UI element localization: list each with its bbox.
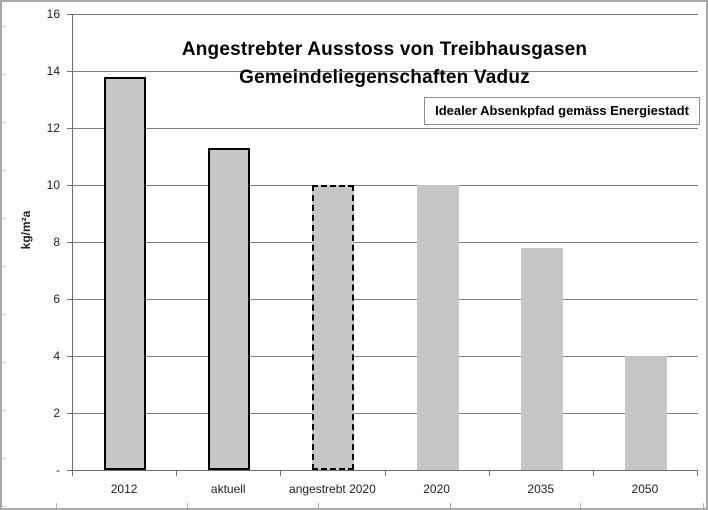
edge-tick bbox=[2, 218, 6, 219]
y-axis-tick bbox=[67, 299, 73, 300]
x-axis-tick bbox=[72, 471, 73, 476]
edge-tick bbox=[2, 170, 6, 171]
gridline bbox=[73, 185, 698, 186]
bar-angestrebt-2020 bbox=[312, 185, 355, 470]
y-tick-label: 6 bbox=[53, 292, 60, 306]
bar-2020 bbox=[416, 185, 459, 470]
x-tick-label: 2020 bbox=[423, 482, 450, 496]
x-axis-tick bbox=[488, 471, 490, 476]
edge-tick bbox=[56, 503, 57, 508]
y-tick-label: 10 bbox=[46, 178, 60, 192]
x-tick-label: aktuell bbox=[210, 482, 246, 496]
y-axis-tick bbox=[67, 128, 73, 129]
bar-2012 bbox=[104, 76, 147, 470]
y-tick-label: 16 bbox=[46, 7, 60, 21]
edge-tick bbox=[2, 362, 6, 363]
y-tick-label: - bbox=[56, 463, 60, 477]
bar-2035 bbox=[520, 247, 563, 470]
y-tick-label: 2 bbox=[53, 406, 60, 420]
y-axis-tick bbox=[67, 14, 73, 15]
gridline bbox=[73, 128, 698, 129]
plot-area bbox=[72, 14, 698, 471]
edge-tick bbox=[2, 74, 6, 75]
x-axis-tick bbox=[384, 471, 386, 476]
edge-tick bbox=[2, 410, 6, 411]
edge-tick bbox=[450, 503, 451, 508]
gridline bbox=[73, 71, 698, 72]
y-tick-label: 12 bbox=[46, 121, 60, 135]
y-axis-tick bbox=[67, 470, 73, 471]
y-tick-label: 14 bbox=[46, 64, 60, 78]
y-tick-label: 4 bbox=[53, 349, 60, 363]
gridline bbox=[73, 299, 698, 300]
edge-tick bbox=[187, 503, 188, 508]
y-axis-tick bbox=[67, 242, 73, 243]
gridline bbox=[73, 14, 698, 15]
x-tick-label: 2012 bbox=[110, 482, 138, 496]
x-tick-label: 2050 bbox=[631, 482, 659, 496]
edge-tick bbox=[703, 503, 704, 508]
x-tick-label: angestrebt 2020 bbox=[289, 482, 376, 496]
bar-2050 bbox=[624, 356, 667, 470]
x-axis-tick bbox=[176, 471, 178, 476]
gridline bbox=[73, 242, 698, 243]
y-axis-tick bbox=[67, 71, 73, 72]
annotation-box: Idealer Absenkpfad gemäss Energiestadt bbox=[424, 97, 700, 125]
chart-title-line2: Gemeindeliegenschaften Vaduz bbox=[239, 67, 530, 88]
chart-title-line1: Angestrebter Ausstoss von Treibhausgasen bbox=[181, 39, 588, 60]
y-tick-label: 8 bbox=[53, 235, 60, 249]
x-tick-label: 2035 bbox=[527, 482, 555, 496]
edge-tick bbox=[2, 506, 6, 507]
bar-aktuell bbox=[208, 147, 251, 470]
edge-tick bbox=[2, 26, 6, 27]
edge-tick bbox=[318, 503, 319, 508]
y-axis-tick bbox=[67, 356, 73, 357]
x-axis-tick bbox=[280, 471, 282, 476]
chart-title: Angestrebter Ausstoss von Treibhausgasen… bbox=[72, 36, 697, 92]
edge-tick bbox=[580, 503, 581, 508]
y-axis-tick bbox=[67, 185, 73, 186]
x-axis-tick bbox=[592, 471, 594, 476]
gridline bbox=[73, 413, 698, 414]
y-axis-tick bbox=[67, 413, 73, 414]
edge-tick bbox=[2, 314, 6, 315]
gridline bbox=[73, 356, 698, 357]
x-axis-tick bbox=[697, 471, 698, 476]
edge-tick bbox=[2, 122, 6, 123]
edge-tick bbox=[2, 458, 6, 459]
edge-tick bbox=[2, 266, 6, 267]
